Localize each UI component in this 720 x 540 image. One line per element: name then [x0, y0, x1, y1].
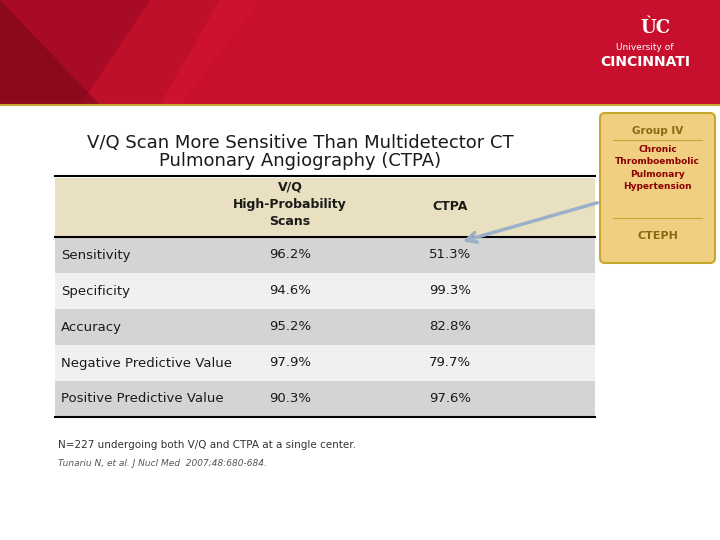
Text: Group IV: Group IV — [632, 126, 683, 136]
FancyBboxPatch shape — [600, 113, 715, 263]
Bar — [55, 273, 595, 309]
Text: V/Q Scan More Sensitive Than Multidetector CT: V/Q Scan More Sensitive Than Multidetect… — [86, 134, 513, 152]
Text: 97.6%: 97.6% — [429, 393, 471, 406]
Text: Specificity: Specificity — [61, 285, 130, 298]
Bar — [55, 309, 595, 345]
Text: 51.3%: 51.3% — [429, 248, 471, 261]
Text: 99.3%: 99.3% — [429, 285, 471, 298]
Text: Chronic
Thromboembolic
Pulmonary
Hypertension: Chronic Thromboembolic Pulmonary Hyperte… — [615, 145, 700, 191]
Text: 95.2%: 95.2% — [269, 321, 311, 334]
Text: Pulmonary Angiography (CTPA): Pulmonary Angiography (CTPA) — [159, 152, 441, 170]
Text: Sensitivity: Sensitivity — [61, 248, 130, 261]
Bar — [55, 237, 595, 273]
Text: 94.6%: 94.6% — [269, 285, 311, 298]
Text: CTEPH: CTEPH — [637, 231, 678, 241]
Bar — [55, 381, 595, 417]
Polygon shape — [0, 0, 220, 105]
Text: Positive Predictive Value: Positive Predictive Value — [61, 393, 224, 406]
Text: 79.7%: 79.7% — [429, 356, 471, 369]
Text: 90.3%: 90.3% — [269, 393, 311, 406]
Bar — [0, 0, 720, 105]
Text: N=227 undergoing both V/Q and CTPA at a single center.: N=227 undergoing both V/Q and CTPA at a … — [58, 440, 356, 450]
Text: University of: University of — [616, 44, 674, 52]
Text: CINCINNATI: CINCINNATI — [600, 55, 690, 69]
Text: V/Q
High-Probability
Scans: V/Q High-Probability Scans — [233, 181, 347, 228]
Polygon shape — [80, 0, 260, 105]
Polygon shape — [0, 0, 100, 105]
Text: Negative Predictive Value: Negative Predictive Value — [61, 356, 232, 369]
Text: Tunariu N, et al. J Nucl Med  2007;48:680-684.: Tunariu N, et al. J Nucl Med 2007;48:680… — [58, 458, 267, 468]
Text: 97.9%: 97.9% — [269, 356, 311, 369]
Text: ÙC: ÙC — [640, 19, 670, 37]
Bar — [55, 345, 595, 381]
Bar — [55, 178, 595, 236]
Text: 96.2%: 96.2% — [269, 248, 311, 261]
Text: CTPA: CTPA — [432, 200, 468, 213]
Text: Accuracy: Accuracy — [61, 321, 122, 334]
Text: 82.8%: 82.8% — [429, 321, 471, 334]
